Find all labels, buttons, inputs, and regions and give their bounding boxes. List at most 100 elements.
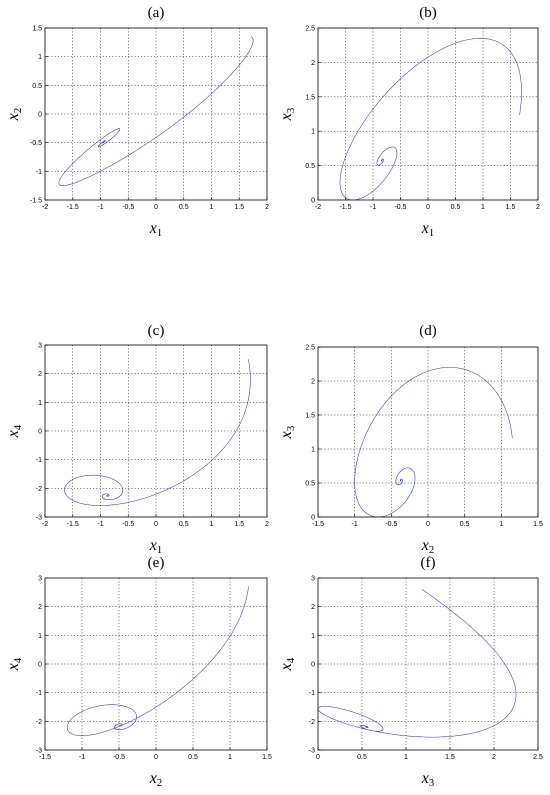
panel-d: (d) -1.5 -1 -0.5 0 0.5 1 1.5 0 0.5 1 1.5 2 2.5 x2 x3: [278, 323, 543, 556]
y-tick-label: -2: [309, 719, 315, 726]
x-tick-label: 0.5: [179, 204, 189, 211]
y-tick-label: -0.5: [30, 140, 42, 147]
y-tick-label: -3: [36, 748, 42, 755]
panel-a: (a)-2 -1.5 -1 -0.5 0 0.5 1 1.5 2-1.5-1-0.500.511…: [5, 5, 269, 239]
y-tick-label: 2: [38, 371, 42, 378]
y-tick-label: 1.5: [305, 413, 315, 420]
x-axis-label: x3: [421, 770, 435, 789]
y-tick-label: 3: [38, 576, 42, 583]
y-tick-label: 1: [311, 129, 315, 136]
y-tick-label: 0.5: [305, 481, 315, 488]
x-tick-label: -2: [315, 204, 321, 211]
x-axis-label: x1: [421, 220, 435, 239]
y-tick-label: 1: [38, 400, 42, 407]
plot-frame: [44, 27, 268, 201]
trajectory-line: [66, 586, 249, 736]
x-tick-label: -1: [97, 521, 103, 528]
x-tick-label: 1.5: [506, 204, 516, 211]
x-tick-label: -0.5: [122, 521, 134, 528]
x-tick-label: -0.5: [122, 204, 134, 211]
y-tick-label: -1: [36, 169, 42, 176]
y-tick-label: 0: [311, 515, 315, 522]
y-tick-label: 2: [311, 379, 315, 386]
panel-label: (b): [419, 5, 437, 21]
x-tick-label: -1: [97, 204, 103, 211]
y-tick-label: 0: [311, 198, 315, 205]
plot-frame: [317, 27, 539, 201]
y-tick-label: 3: [311, 576, 315, 583]
x-tick-label: -0.5: [394, 204, 406, 211]
x-axis-label: x2: [421, 537, 435, 556]
panel-f: (f) 0 0.5 1 1.5 2 2.5 -3 -2 -1 0 1 2 3 x3 x4: [278, 555, 543, 789]
y-axis-label: x3: [278, 107, 297, 121]
x-tick-label: -1.5: [39, 754, 51, 761]
y-tick-label: 0: [38, 662, 42, 669]
y-tick-label: 1: [38, 54, 42, 61]
x-tick-label: -1.5: [312, 521, 324, 528]
y-axis-label: x4: [5, 657, 24, 671]
x-tick-label: 0.5: [179, 521, 189, 528]
x-tick-label: 2: [536, 204, 540, 211]
x-tick-label: -1: [79, 754, 85, 761]
panel-label: (f): [421, 555, 436, 571]
x-tick-label: 1: [210, 521, 214, 528]
x-tick-label: 1: [499, 521, 503, 528]
x-tick-label: 1: [228, 754, 232, 761]
x-tick-label: 1.5: [234, 521, 244, 528]
y-tick-label: 3: [38, 343, 42, 350]
y-tick-label: 0: [38, 112, 42, 119]
y-tick-label: 1.5: [305, 94, 315, 101]
y-tick-label: -3: [36, 515, 42, 522]
y-tick-label: -3: [309, 748, 315, 755]
y-tick-label: 2.5: [305, 345, 315, 352]
y-tick-label: 1.5: [32, 26, 42, 33]
panel-label: (c): [148, 323, 165, 339]
y-axis-label: x3: [278, 425, 297, 439]
x-tick-label: 1: [210, 204, 214, 211]
x-tick-label: -2: [42, 204, 48, 211]
trajectory-line: [354, 367, 513, 517]
x-tick-label: -0.5: [113, 754, 125, 761]
panel-label: (d): [419, 323, 437, 339]
panel-label: (a): [148, 5, 165, 21]
panel-label: (e): [148, 555, 165, 571]
x-tick-label: 0: [426, 204, 430, 211]
y-tick-label: 1: [311, 447, 315, 454]
x-axis-label: x1: [149, 537, 163, 556]
x-tick-label: -2: [42, 521, 48, 528]
y-tick-label: 0.5: [305, 163, 315, 170]
y-tick-label: 2: [311, 60, 315, 67]
x-tick-label: -1.5: [67, 521, 79, 528]
panel-b: (b) -2 -1.5 -1 -0.5 0 0.5 1 1.5 2 0 0.5 1 1.5 2 2.5 x1 x3: [278, 5, 540, 239]
x-tick-label: 0: [154, 521, 158, 528]
x-tick-label: 0.5: [188, 754, 198, 761]
x-tick-label: 0: [154, 204, 158, 211]
y-tick-label: -1: [36, 690, 42, 697]
x-axis-label: x1: [149, 220, 163, 239]
y-tick-label: 1: [311, 633, 315, 640]
plot-frame: [317, 577, 539, 751]
x-tick-label: 0: [154, 754, 158, 761]
y-tick-label: -1: [309, 690, 315, 697]
y-tick-label: 2: [38, 604, 42, 611]
x-tick-label: 0: [316, 754, 320, 761]
x-tick-label: 0.5: [357, 754, 367, 761]
x-tick-label: 0.5: [460, 521, 470, 528]
y-axis-label: x2: [5, 108, 24, 122]
x-tick-label: 1.5: [445, 754, 455, 761]
x-tick-label: 2: [492, 754, 496, 761]
trajectory-line: [64, 359, 251, 506]
x-tick-label: 1.5: [262, 754, 272, 761]
x-tick-label: 1.5: [234, 204, 244, 211]
plot-frame: [44, 577, 268, 751]
plot-frame: [44, 344, 268, 518]
trajectory-line: [339, 38, 522, 200]
x-tick-label: 2: [265, 204, 269, 211]
x-tick-label: -1: [370, 204, 376, 211]
y-axis-label: x4: [5, 424, 24, 438]
x-tick-label: 1: [481, 204, 485, 211]
y-tick-label: 0.5: [32, 83, 42, 90]
x-tick-label: -0.5: [385, 521, 397, 528]
